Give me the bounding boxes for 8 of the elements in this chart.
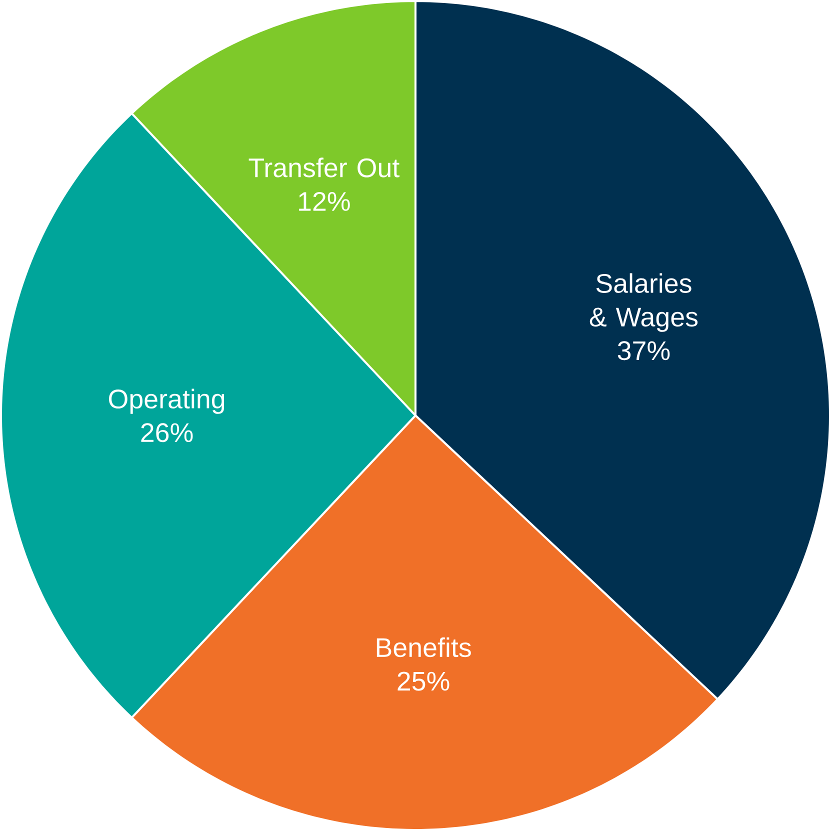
slice-label: Transfer Out	[248, 158, 400, 178]
data-label: 25%	[398, 672, 450, 691]
data-label: 37%	[618, 341, 670, 360]
slice-label: Benefits	[376, 637, 471, 658]
slice-label: Operating	[109, 388, 224, 414]
slice-label: Salaries & Wages	[590, 273, 698, 332]
data-label: 12%	[299, 192, 350, 211]
data-label: 26%	[141, 423, 193, 442]
